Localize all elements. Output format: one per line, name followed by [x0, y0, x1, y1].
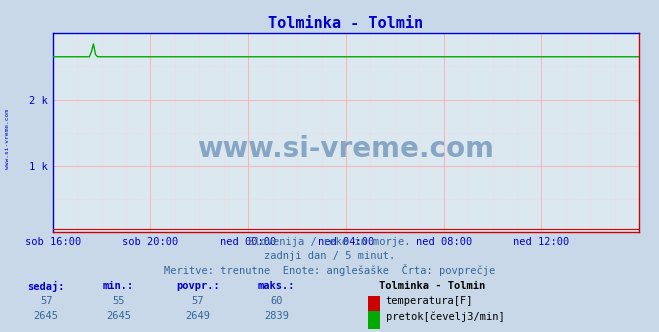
Text: 2645: 2645 [106, 311, 131, 321]
Text: 2645: 2645 [34, 311, 59, 321]
Text: 55: 55 [113, 296, 125, 306]
Text: www.si-vreme.com: www.si-vreme.com [5, 110, 11, 169]
Text: temperatura[F]: temperatura[F] [386, 296, 473, 306]
Text: 2649: 2649 [185, 311, 210, 321]
Text: min.:: min.: [103, 281, 134, 290]
Text: Meritve: trenutne  Enote: anglešaške  Črta: povprečje: Meritve: trenutne Enote: anglešaške Črta… [164, 264, 495, 276]
Text: povpr.:: povpr.: [176, 281, 219, 290]
Text: pretok[čevelj3/min]: pretok[čevelj3/min] [386, 311, 504, 322]
Text: maks.:: maks.: [258, 281, 295, 290]
Text: Slovenija / reke in morje.: Slovenija / reke in morje. [248, 237, 411, 247]
Text: zadnji dan / 5 minut.: zadnji dan / 5 minut. [264, 251, 395, 261]
Title: Tolminka - Tolmin: Tolminka - Tolmin [268, 16, 424, 31]
Text: 57: 57 [40, 296, 52, 306]
Text: sedaj:: sedaj: [28, 281, 65, 291]
Text: 60: 60 [271, 296, 283, 306]
Text: Tolminka - Tolmin: Tolminka - Tolmin [379, 281, 485, 290]
Text: 57: 57 [192, 296, 204, 306]
Text: 2839: 2839 [264, 311, 289, 321]
Text: www.si-vreme.com: www.si-vreme.com [198, 135, 494, 163]
